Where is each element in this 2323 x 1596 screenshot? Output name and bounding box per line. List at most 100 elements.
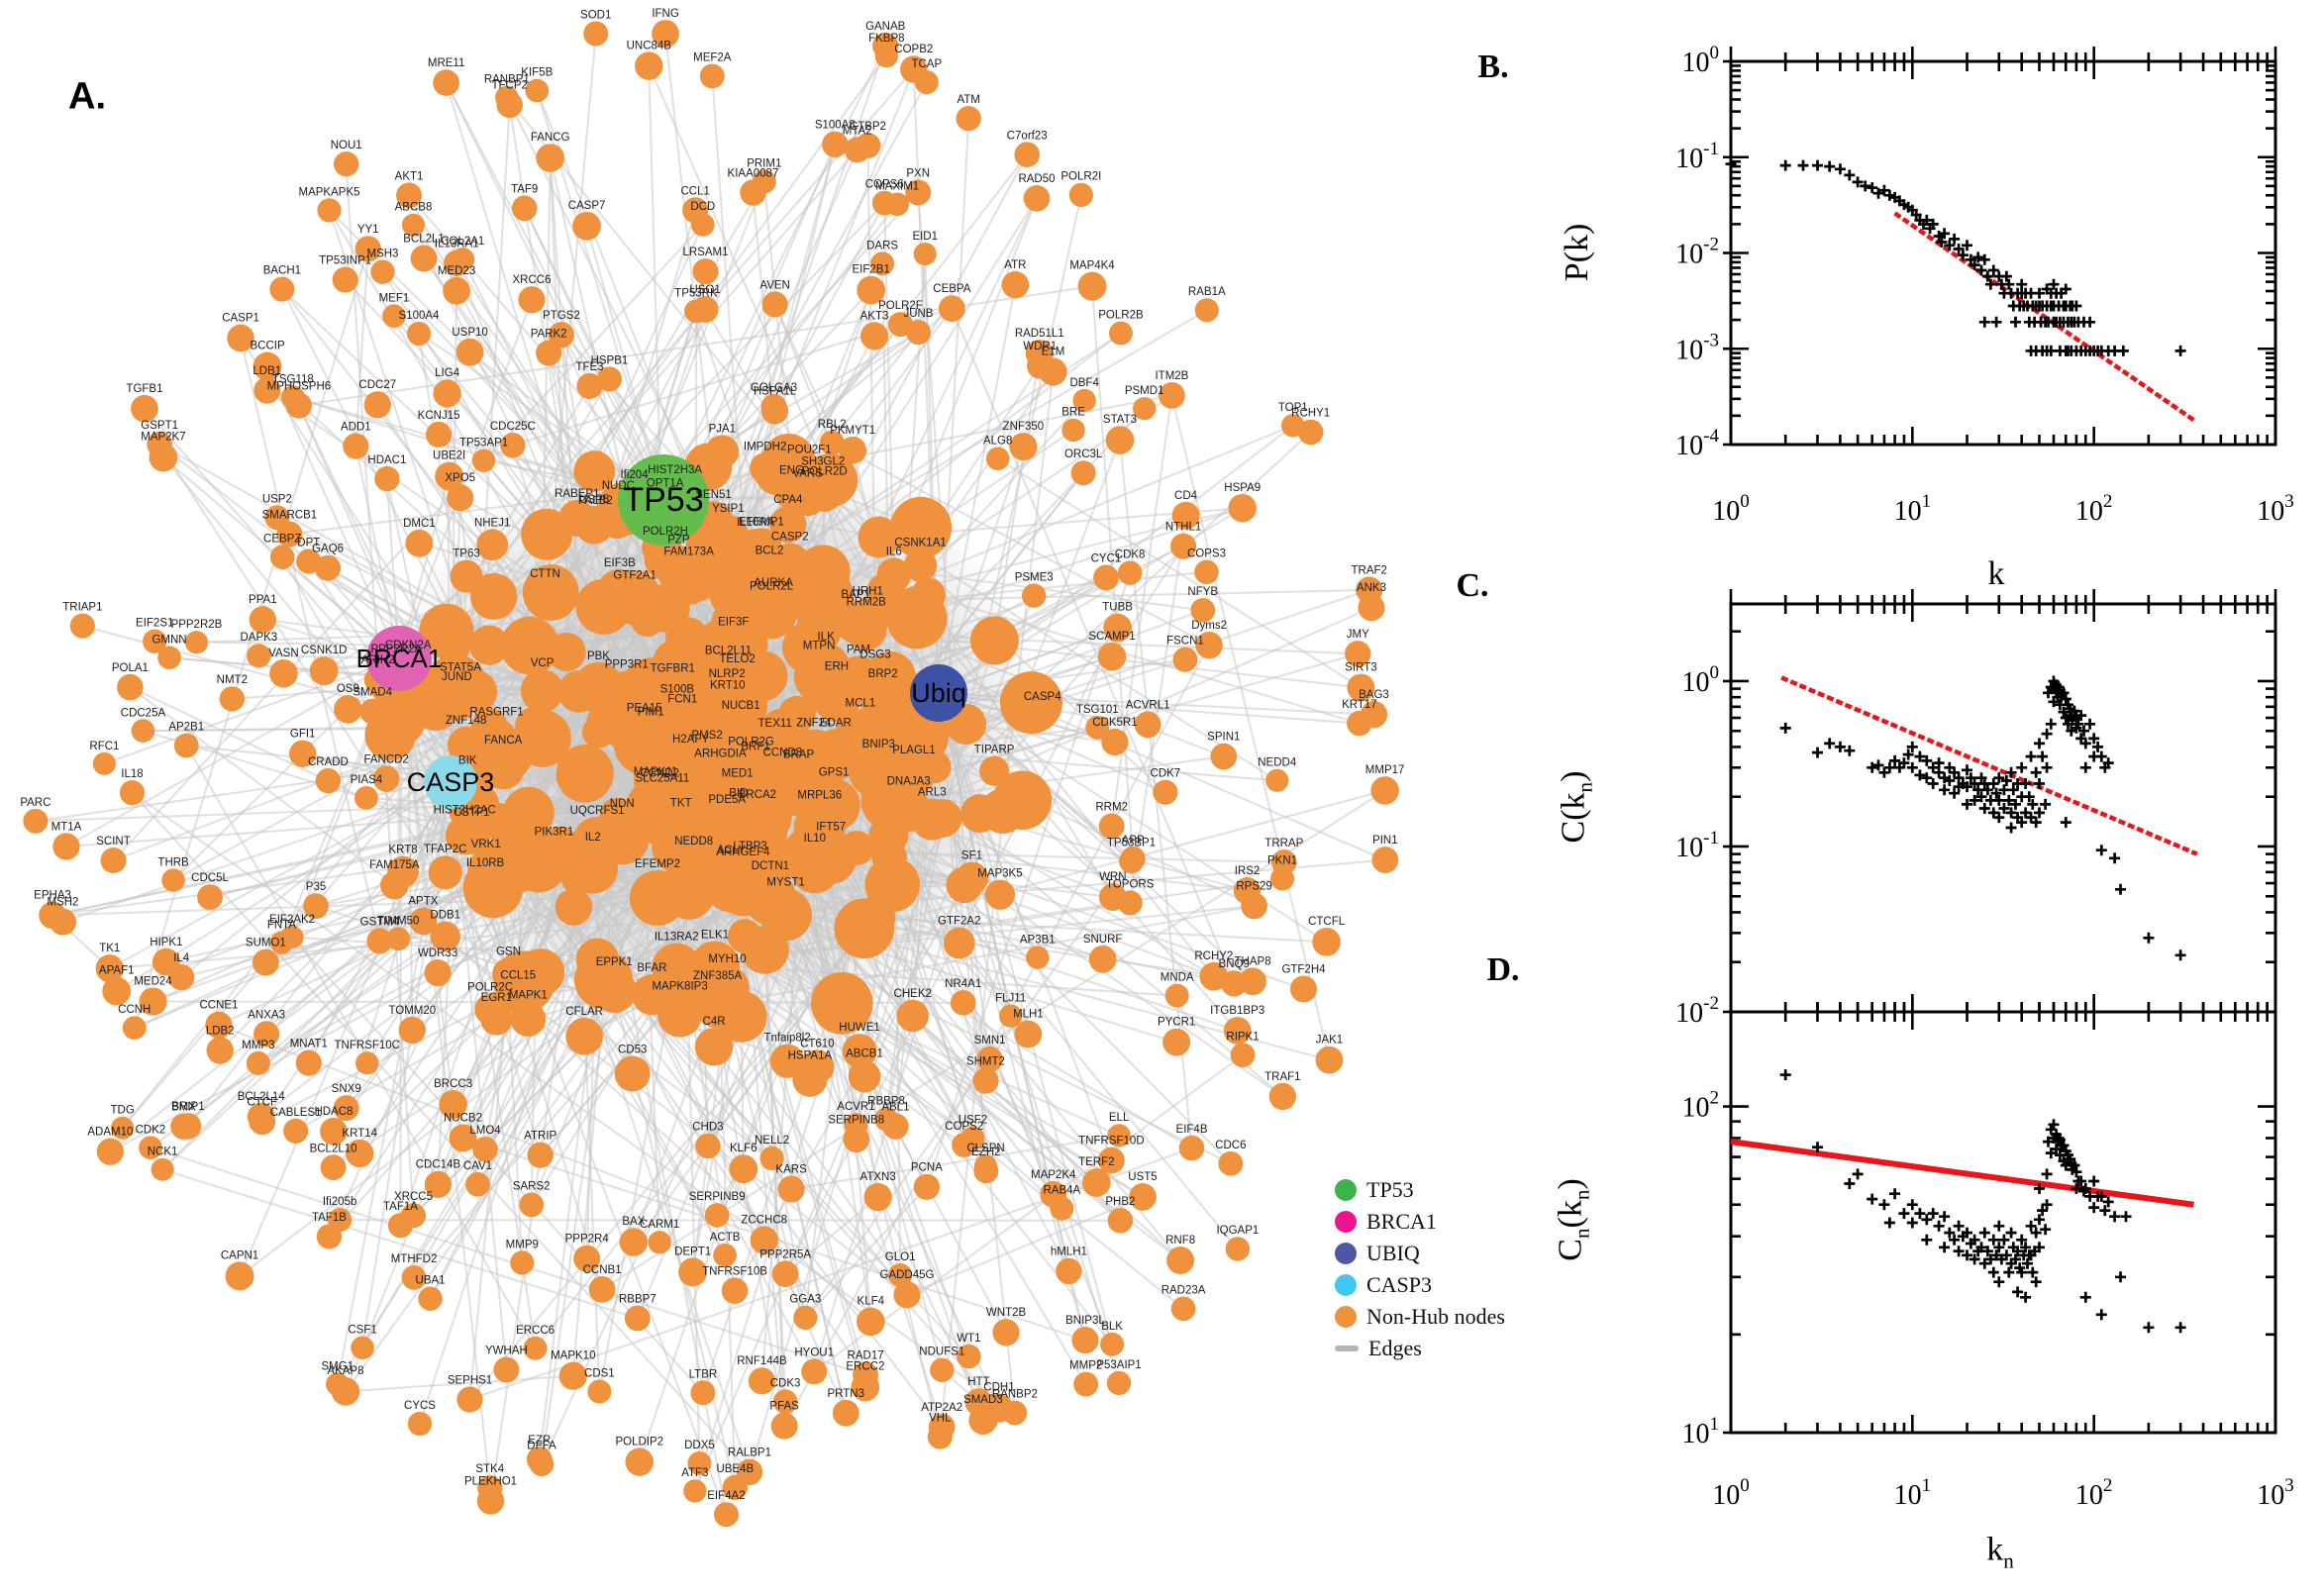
network-node[interactable] bbox=[957, 1344, 981, 1369]
network-node[interactable] bbox=[1009, 433, 1038, 461]
network-node[interactable] bbox=[500, 616, 559, 675]
network-node[interactable] bbox=[777, 1175, 805, 1203]
network-node[interactable] bbox=[526, 580, 564, 618]
network-node[interactable] bbox=[449, 1124, 477, 1152]
network-node[interactable] bbox=[629, 869, 686, 927]
network-node[interactable] bbox=[1129, 1183, 1157, 1211]
network-node[interactable] bbox=[888, 1262, 913, 1287]
network-node[interactable] bbox=[1194, 298, 1219, 323]
network-node[interactable] bbox=[704, 1203, 730, 1228]
network-node[interactable] bbox=[769, 506, 807, 544]
network-node[interactable] bbox=[1021, 583, 1047, 608]
network-node[interactable] bbox=[854, 750, 903, 799]
network-node[interactable] bbox=[750, 588, 798, 638]
network-node[interactable] bbox=[980, 788, 1026, 835]
network-node[interactable] bbox=[694, 1028, 734, 1066]
network-node[interactable] bbox=[435, 461, 464, 491]
network-node[interactable] bbox=[1265, 768, 1289, 792]
network-node[interactable] bbox=[943, 927, 975, 959]
network-node[interactable] bbox=[790, 845, 840, 894]
network-node[interactable] bbox=[657, 992, 703, 1038]
network-node[interactable] bbox=[713, 1243, 738, 1267]
network-node[interactable] bbox=[1100, 1332, 1125, 1356]
network-node[interactable] bbox=[938, 295, 965, 323]
network-node[interactable] bbox=[510, 1250, 535, 1275]
network-node[interactable] bbox=[366, 928, 393, 954]
network-node[interactable] bbox=[1107, 1124, 1131, 1147]
network-node[interactable] bbox=[1056, 1257, 1082, 1285]
network-node[interactable] bbox=[433, 69, 459, 96]
network-node[interactable] bbox=[225, 1261, 254, 1291]
network-node[interactable] bbox=[536, 144, 565, 172]
network-node[interactable] bbox=[876, 557, 912, 593]
network-node[interactable] bbox=[591, 968, 637, 1014]
network-node[interactable] bbox=[401, 213, 426, 237]
network-node[interactable] bbox=[1153, 779, 1178, 805]
network-node[interactable] bbox=[405, 529, 434, 557]
network-node[interactable] bbox=[864, 856, 921, 913]
network-node[interactable] bbox=[444, 249, 470, 277]
network-node[interactable] bbox=[1098, 1147, 1125, 1174]
network-node[interactable] bbox=[469, 625, 510, 665]
network-node[interactable] bbox=[810, 971, 873, 1035]
network-node[interactable] bbox=[1315, 1046, 1344, 1074]
network-node[interactable] bbox=[269, 545, 295, 569]
network-node[interactable] bbox=[69, 613, 95, 639]
network-node[interactable] bbox=[806, 467, 841, 502]
network-node[interactable] bbox=[536, 340, 562, 366]
network-node[interactable] bbox=[346, 1139, 374, 1168]
network-node[interactable] bbox=[711, 712, 770, 771]
network-node[interactable] bbox=[736, 1458, 763, 1486]
network-node[interactable] bbox=[334, 695, 362, 724]
network-node[interactable] bbox=[740, 528, 783, 570]
network-node[interactable] bbox=[119, 780, 146, 806]
network-node[interactable] bbox=[247, 1102, 275, 1131]
network-node[interactable] bbox=[396, 182, 423, 209]
network-node[interactable] bbox=[1117, 890, 1143, 916]
network-node[interactable] bbox=[992, 1319, 1020, 1347]
network-node[interactable] bbox=[857, 275, 886, 305]
network-node[interactable] bbox=[576, 507, 614, 544]
network-node[interactable] bbox=[810, 729, 861, 780]
network-node[interactable] bbox=[729, 1154, 758, 1184]
network-node[interactable] bbox=[839, 436, 867, 464]
network-node[interactable] bbox=[317, 198, 342, 223]
network-node[interactable] bbox=[770, 1412, 798, 1440]
network-node[interactable] bbox=[955, 861, 988, 895]
network-node[interactable] bbox=[893, 1281, 921, 1309]
network-node[interactable] bbox=[556, 745, 614, 803]
network-node[interactable] bbox=[448, 726, 485, 764]
network-node[interactable] bbox=[122, 1016, 147, 1041]
network-node[interactable] bbox=[985, 447, 1010, 470]
network-node[interactable] bbox=[406, 321, 432, 347]
network-node[interactable] bbox=[343, 433, 369, 459]
network-node[interactable] bbox=[170, 1113, 197, 1140]
network-node[interactable] bbox=[625, 1447, 655, 1476]
network-node[interactable] bbox=[359, 698, 386, 725]
network-node[interactable] bbox=[92, 751, 116, 775]
network-node[interactable] bbox=[1210, 743, 1238, 770]
network-node[interactable] bbox=[456, 1386, 483, 1413]
network-node[interactable] bbox=[905, 320, 931, 346]
network-node[interactable] bbox=[481, 747, 525, 790]
network-node[interactable] bbox=[117, 673, 144, 701]
network-node[interactable] bbox=[930, 1357, 955, 1383]
network-node[interactable] bbox=[455, 338, 484, 366]
network-node[interactable] bbox=[587, 1379, 612, 1404]
network-node[interactable] bbox=[832, 1399, 859, 1427]
network-node[interactable] bbox=[430, 921, 460, 952]
network-node[interactable] bbox=[523, 1336, 548, 1360]
network-node[interactable] bbox=[465, 1171, 490, 1197]
network-node[interactable] bbox=[885, 192, 910, 217]
network-node[interactable] bbox=[1134, 711, 1162, 739]
network-node[interactable] bbox=[333, 150, 359, 177]
network-node[interactable] bbox=[100, 848, 127, 874]
network-node[interactable] bbox=[1077, 271, 1107, 301]
network-node[interactable] bbox=[111, 1116, 135, 1140]
network-node[interactable] bbox=[1162, 1028, 1191, 1056]
network-node[interactable] bbox=[793, 1305, 818, 1331]
network-node[interactable] bbox=[433, 379, 461, 408]
network-node[interactable] bbox=[1347, 673, 1375, 702]
network-node[interactable] bbox=[517, 948, 565, 997]
network-node[interactable] bbox=[573, 1245, 601, 1272]
